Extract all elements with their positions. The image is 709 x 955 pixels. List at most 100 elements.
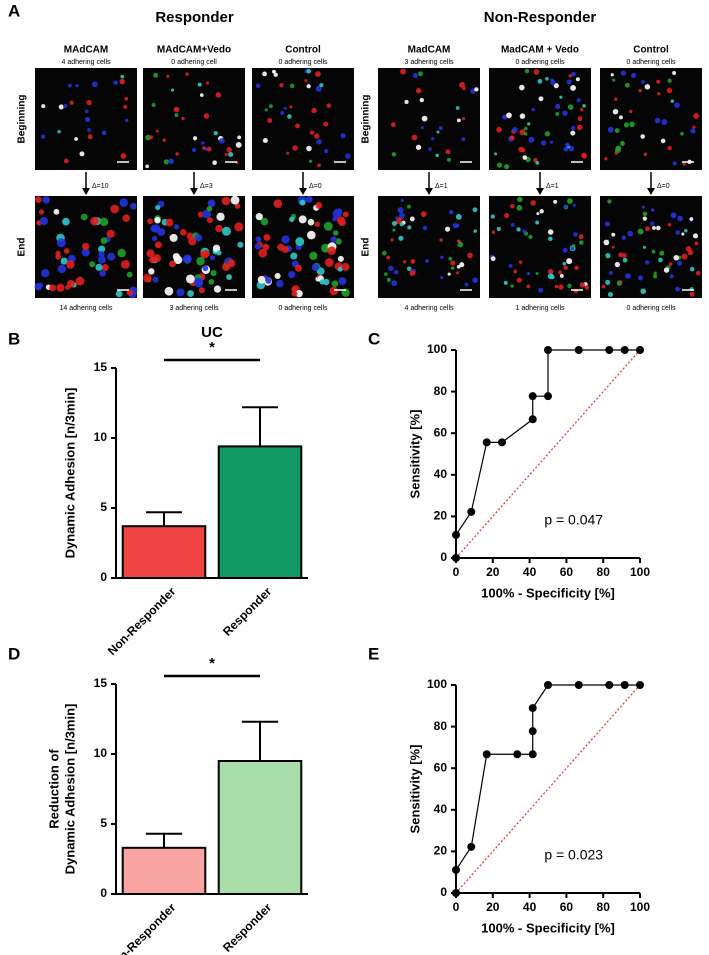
cell-dot [148, 135, 154, 140]
cell-dot [194, 234, 203, 242]
cell-dot [672, 161, 677, 166]
cell-dot [281, 246, 289, 253]
y-axis-label: Reduction of [46, 749, 61, 829]
cell-dot [169, 233, 178, 242]
cell-dot [412, 72, 419, 79]
y-tick-label: 0 [100, 886, 107, 900]
cell-dot [90, 216, 99, 226]
cell-dot [75, 84, 79, 88]
cell-dot [658, 257, 663, 263]
cell-dot [643, 152, 648, 156]
cell-dot [384, 272, 388, 277]
cell-dot [625, 273, 631, 279]
y-axis-label: Dynamic Adhesion [n/3min] [62, 704, 77, 875]
cell-count: 0 adhering cell [171, 59, 217, 66]
cell-dot [536, 212, 540, 216]
cell-dot [391, 152, 397, 157]
roc-point [528, 727, 537, 736]
cell-dot [330, 236, 337, 243]
y-tick-label: 20 [434, 509, 448, 523]
cell-dot [332, 230, 339, 236]
cell-dot [607, 199, 612, 204]
roc-point [482, 750, 491, 759]
cell-dot [627, 230, 634, 237]
cell-dot [638, 88, 643, 93]
cell-dot [316, 138, 322, 145]
cell-dot [570, 84, 577, 91]
x-tick-label: Non-Responder [105, 584, 179, 658]
cell-dot [656, 225, 661, 231]
cell-dot [425, 259, 429, 263]
significance: * [209, 339, 215, 356]
cell-dot [276, 279, 284, 288]
cell-dot [535, 220, 540, 225]
cell-dot [693, 112, 700, 119]
cell-dot [656, 79, 661, 84]
cell-dot [419, 97, 424, 103]
cell-dot [447, 272, 451, 276]
cell-dot [41, 269, 50, 278]
y-axis-label: Dynamic Adhesion [n/3min] [62, 388, 77, 559]
cell-count: 3 adhering cells [169, 305, 219, 312]
y-tick-label: 5 [100, 500, 107, 514]
cell-dot [119, 78, 125, 85]
cell-dot [624, 82, 630, 88]
roc-point [452, 889, 460, 897]
cell-dot [85, 109, 89, 114]
roc-point [528, 704, 537, 713]
cell-dot [509, 135, 515, 141]
roc-point [513, 750, 522, 759]
cell-dot [171, 88, 175, 92]
cell-dot [614, 128, 620, 134]
cell-dot [581, 152, 587, 159]
arrow-head [536, 188, 544, 195]
x-axis-label: 100% - Specificity [%] [481, 920, 615, 935]
cell-dot [106, 229, 115, 238]
cell-dot [267, 118, 273, 123]
cell-dot [611, 245, 615, 249]
cell-dot [650, 221, 655, 226]
y-tick-label: 0 [100, 570, 107, 584]
cell-dot [611, 232, 616, 237]
cell-dot [431, 137, 435, 141]
cell-dot [56, 283, 65, 292]
cell-dot [67, 83, 72, 88]
cell-dot [55, 254, 62, 260]
cell-dot [314, 221, 320, 228]
cell-dot [438, 126, 443, 130]
arrow-head [82, 188, 90, 195]
cell-dot [340, 133, 346, 139]
cell-dot [604, 157, 608, 161]
cell-dot [63, 103, 68, 109]
delta: Δ=1 [546, 183, 559, 190]
cell-dot [388, 265, 394, 272]
cell-dot [629, 109, 633, 114]
cell-dot [107, 252, 116, 261]
cell-dot [176, 288, 185, 297]
cell-dot [516, 277, 522, 283]
cell-dot [562, 247, 568, 253]
cell-dot [579, 240, 584, 245]
cell-dot [504, 163, 510, 170]
cell-dot [153, 72, 159, 78]
cell-dot [86, 99, 92, 106]
cell-dot [653, 274, 658, 279]
y-tick-label: 40 [434, 467, 448, 481]
roc-point [620, 346, 629, 354]
cell-dot [456, 118, 461, 123]
cell-dot [605, 279, 611, 285]
cell-dot [623, 122, 630, 128]
cell-dot [672, 71, 677, 76]
x-tick-label: 0 [453, 565, 460, 579]
cell-dot [512, 127, 518, 133]
cell-dot [147, 218, 153, 225]
cell-dot [651, 249, 656, 254]
cell-dot [462, 116, 466, 121]
cell-dot [307, 218, 315, 226]
cell-dot [446, 157, 452, 162]
cell-dot [571, 244, 576, 248]
cell-dot [675, 286, 680, 292]
cell-dot [553, 83, 559, 89]
cell-dot [660, 138, 666, 144]
cell-dot [56, 238, 66, 248]
